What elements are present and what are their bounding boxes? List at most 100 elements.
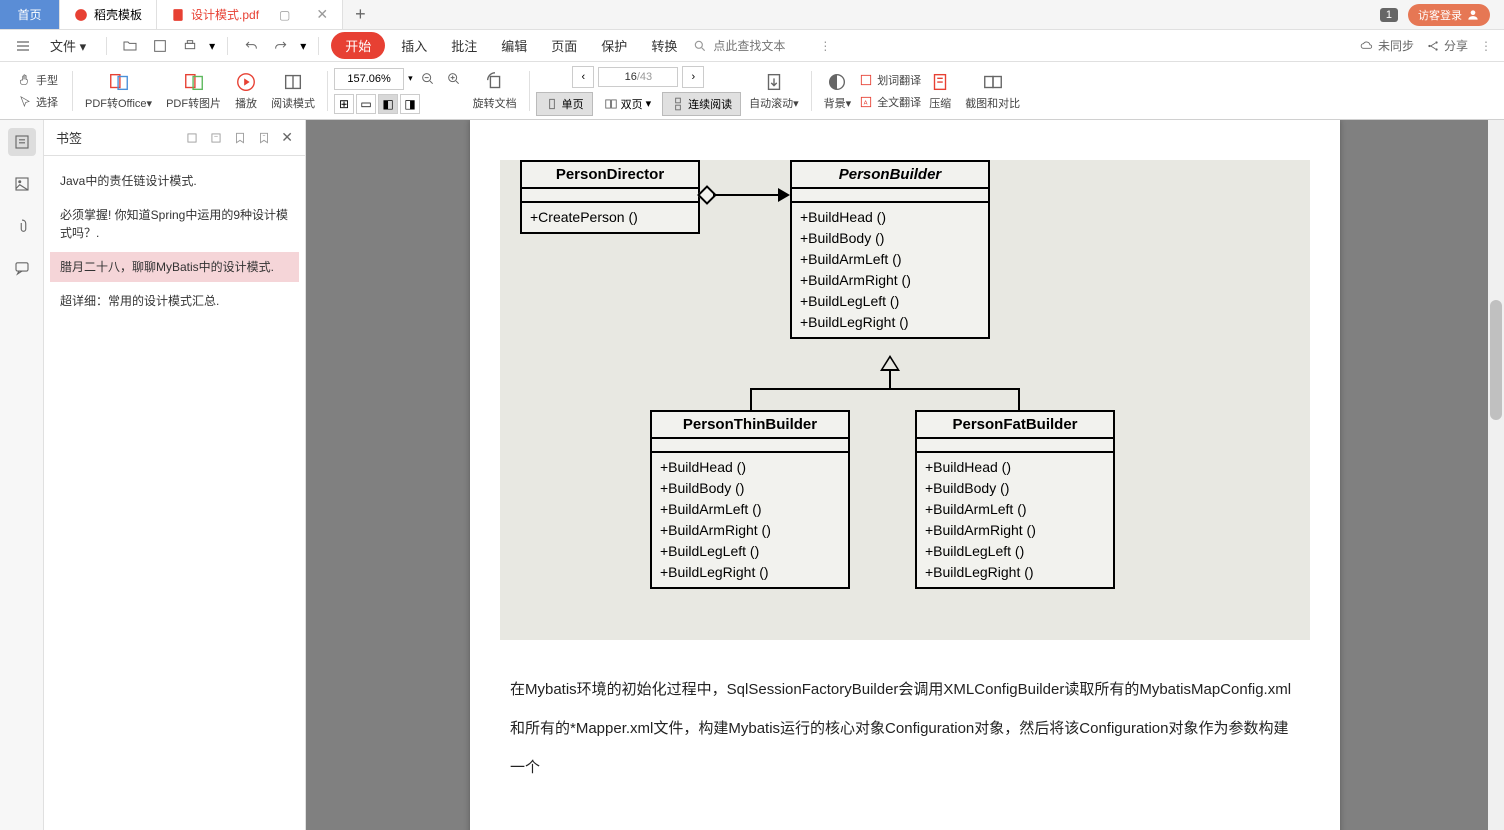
rail-thumbnail-icon[interactable] [8,170,36,198]
menu-page[interactable]: 页面 [543,32,585,59]
bm-tool4-icon[interactable] [257,131,271,145]
fit-width-icon[interactable]: ⊞ [334,94,354,114]
menu-edit[interactable]: 编辑 [493,32,535,59]
uml-method: +BuildHead () [660,457,840,478]
rail-comment-icon[interactable] [8,254,36,282]
uml-method: +BuildLegLeft () [660,541,840,562]
menu-insert[interactable]: 插入 [393,32,435,59]
bookmark-item[interactable]: 必须掌握! 你知道Spring中运用的9种设计模式吗？. [50,200,299,248]
save-icon[interactable] [149,35,171,57]
select-tool[interactable]: 选择 [18,94,58,110]
uml-class-title: PersonDirector [522,162,698,189]
pdf-to-office[interactable]: PDF转Office▾ [79,71,158,111]
zoom-in-icon[interactable] [443,68,465,90]
full-translate[interactable]: A全文翻译 [859,94,921,110]
word-translate[interactable]: 划词翻译 [859,72,921,88]
document-viewport[interactable]: PersonDirector +CreatePerson () PersonBu… [306,120,1504,830]
undo-icon[interactable] [240,35,262,57]
screenshot-tool[interactable]: 截图和对比 [959,71,1026,111]
uml-method: +BuildArmRight () [925,520,1105,541]
uml-class-title: PersonThinBuilder [652,412,848,439]
read-mode[interactable]: 阅读模式 [265,71,321,111]
zoom-out-icon[interactable] [417,68,439,90]
pdf-to-image[interactable]: PDF转图片 [160,71,227,111]
uml-method: +BuildLegRight () [800,312,980,333]
login-label: 访客登录 [1418,7,1462,23]
rail-outline-icon[interactable] [8,128,36,156]
search-icon [693,39,707,53]
menu-protect[interactable]: 保护 [593,32,635,59]
open-icon[interactable] [119,35,141,57]
tab-active-doc[interactable]: 设计模式.pdf ▢ ✕ [157,0,343,29]
bookmark-item[interactable]: 超详细：常用的设计模式汇总. [50,286,299,316]
side-rail [0,120,44,830]
background-tool[interactable]: 背景▾ [818,71,858,111]
single-page-toggle[interactable]: 单页 [536,92,593,116]
hand-tool[interactable]: 手型 [18,72,58,88]
print-icon[interactable] [179,35,201,57]
notification-badge[interactable]: 1 [1380,8,1398,22]
tab-template[interactable]: 稻壳模板 [60,0,157,29]
uml-method: +BuildArmLeft () [925,499,1105,520]
cloud-icon [1360,39,1374,53]
close-tab-icon[interactable]: ✕ [316,6,328,23]
bookmark-item[interactable]: 腊月二十八，聊聊MyBatis中的设计模式. [50,252,299,282]
uml-diagram: PersonDirector +CreatePerson () PersonBu… [500,160,1310,640]
tab-bar: 首页 稻壳模板 设计模式.pdf ▢ ✕ + 1 访客登录 [0,0,1504,30]
uml-method: +BuildLegLeft () [925,541,1105,562]
auto-scroll[interactable]: 自动滚动▾ [743,71,805,111]
next-page-button[interactable]: › [682,66,704,88]
bm-tool2-icon[interactable] [209,131,223,145]
share-icon [1426,39,1440,53]
prev-page-button[interactable]: ‹ [572,66,594,88]
redo-icon[interactable] [270,35,292,57]
bm-tool1-icon[interactable] [185,131,199,145]
menu-start[interactable]: 开始 [331,32,385,59]
menu-annotate[interactable]: 批注 [443,32,485,59]
uml-method: +BuildArmRight () [800,270,980,291]
bookmark-panel: 书签 ✕ Java中的责任链设计模式. 必须掌握! 你知道Spring中运用的9… [44,120,306,830]
tab-home[interactable]: 首页 [0,0,60,29]
login-button[interactable]: 访客登录 [1408,4,1490,26]
uml-method: +BuildArmRight () [660,520,840,541]
restore-icon[interactable]: ▢ [279,8,290,22]
main-area: 书签 ✕ Java中的责任链设计模式. 必须掌握! 你知道Spring中运用的9… [0,120,1504,830]
bookmark-list: Java中的责任链设计模式. 必须掌握! 你知道Spring中运用的9种设计模式… [44,156,305,330]
play-button[interactable]: 播放 [229,71,263,111]
toolbar: 手型 选择 PDF转Office▾ PDF转图片 播放 阅读模式 ▾ ⊞ ▭ ◧… [0,62,1504,120]
uml-method: +BuildLegLeft () [800,291,980,312]
rail-attachment-icon[interactable] [8,212,36,240]
rotate-doc[interactable]: 旋转文档 [467,71,523,111]
bookmark-item[interactable]: Java中的责任链设计模式. [50,166,299,196]
double-page-toggle[interactable]: 双页▾ [595,92,661,116]
uml-method: +BuildBody () [660,478,840,499]
page-input[interactable]: 16/43 [598,67,678,87]
compress-tool[interactable]: 压缩 [923,71,957,111]
bookmark-close-icon[interactable]: ✕ [281,129,293,146]
search-input[interactable] [713,39,813,53]
uml-method: +BuildHead () [800,207,980,228]
scroll-thumb[interactable] [1490,300,1502,420]
share-button[interactable]: 分享 [1426,37,1468,54]
menu-file[interactable]: 文件 ▾ [42,32,94,59]
uml-method: +BuildArmLeft () [660,499,840,520]
pdf-page: PersonDirector +CreatePerson () PersonBu… [470,120,1340,830]
zoom-input[interactable] [334,68,404,90]
fit-page-icon[interactable]: ▭ [356,94,376,114]
template-icon [74,8,88,22]
scrollbar[interactable] [1488,120,1504,830]
fit-visible-icon[interactable]: ◨ [400,94,420,114]
bookmark-title: 书签 [56,128,82,147]
sync-status[interactable]: 未同步 [1360,37,1414,54]
svg-text:A: A [864,100,868,106]
search-box[interactable]: ⋮ [693,39,831,53]
actual-size-icon[interactable]: ◧ [378,94,398,114]
bm-tool3-icon[interactable] [233,131,247,145]
add-tab-button[interactable]: + [343,0,378,29]
uml-method: +CreatePerson () [530,207,690,228]
uml-method: +BuildHead () [925,457,1105,478]
menu-convert[interactable]: 转换 [643,32,685,59]
hamburger-icon[interactable] [12,35,34,57]
uml-method: +BuildBody () [800,228,980,249]
continuous-toggle[interactable]: 连续阅读 [662,92,741,116]
